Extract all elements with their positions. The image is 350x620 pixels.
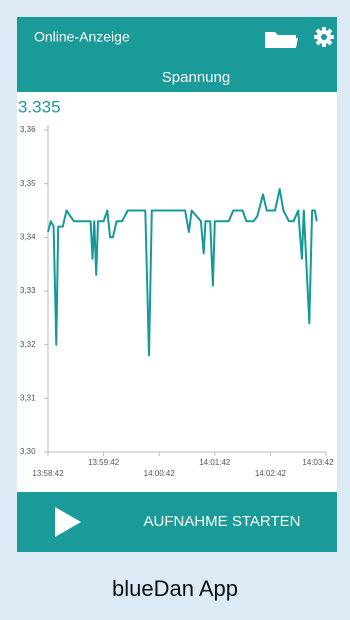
x-tick-label: 13:59:42: [88, 458, 120, 467]
x-tick-label: 14:01:42: [199, 458, 231, 467]
x-tick-label: 14:02:42: [255, 469, 287, 478]
x-tick-label: 13:58:42: [32, 469, 64, 478]
app-subtitle: Spannung: [162, 69, 230, 86]
play-icon: [55, 507, 81, 537]
app-bar: [17, 17, 337, 92]
y-tick-label: 3,31: [20, 393, 36, 402]
x-tick-label: 14:00:42: [144, 469, 176, 478]
data-line: [47, 188, 318, 357]
y-tick-label: 3,33: [20, 286, 36, 295]
record-button-label: AUFNAHME STARTEN: [144, 513, 301, 530]
caption: blueDan App: [112, 576, 238, 601]
y-tick-label: 3,32: [20, 340, 36, 349]
chart: 3,30 3,31 3,32 3,33 3,34 3,35 3,36 13:58:42 13:5…: [20, 125, 334, 478]
y-tick-label: 3,30: [20, 447, 36, 456]
y-tick-label: 3,36: [20, 125, 36, 134]
phone-screen: [17, 17, 337, 537]
folder-icon[interactable]: [265, 32, 298, 48]
x-tick-label: 14:03:42: [302, 458, 334, 467]
current-value: 3.335: [18, 97, 61, 116]
settings-icon[interactable]: [314, 27, 334, 47]
y-tick-label: 3,35: [20, 179, 36, 188]
y-tick-label: 3,34: [20, 232, 36, 241]
app-title: Online-Anzeige: [34, 29, 130, 45]
